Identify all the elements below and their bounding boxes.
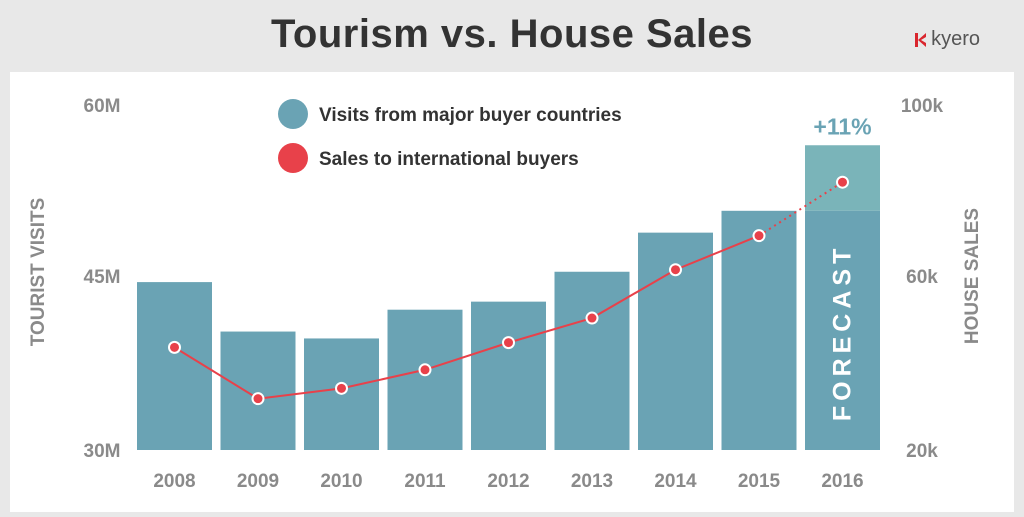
legend-label-visits: Visits from major buyer countries <box>319 105 622 126</box>
x-tick-label-2008: 2008 <box>153 471 195 492</box>
bar-2009 <box>220 331 296 450</box>
left-tick-label-1: 45M <box>84 267 121 288</box>
sales-point-2016 <box>836 175 849 189</box>
sales-point-2015 <box>752 229 766 243</box>
forecast-change-label: +11% <box>813 113 871 139</box>
legend-label-sales: Sales to international buyers <box>319 149 579 170</box>
bar-2015 <box>721 210 797 450</box>
sales-point-2012 <box>502 336 515 350</box>
forecast-label: FORECAST <box>829 244 857 422</box>
sales-forecast-line <box>758 181 844 237</box>
kyero-logo: kyero <box>915 28 980 51</box>
kyero-logo-icon <box>915 32 927 47</box>
x-tick-label-2014: 2014 <box>654 471 697 492</box>
x-tick-label-2012: 2012 <box>487 471 529 492</box>
x-tick-label-2015: 2015 <box>738 471 781 492</box>
x-tick-label-2009: 2009 <box>237 471 279 492</box>
left-tick-label-2: 60M <box>84 96 121 117</box>
right-tick-label-2: 100k <box>901 96 944 117</box>
right-tick-label-1: 60k <box>906 267 938 288</box>
right-tick-label-0: 20k <box>906 441 938 462</box>
x-tick-label-2011: 2011 <box>404 471 446 492</box>
right-axis-title: HOUSE SALES <box>962 208 983 344</box>
bar-2008 <box>137 282 212 450</box>
left-axis-title: TOURIST VISITS <box>28 198 49 347</box>
chart: 2008 2009 2010 2011 2012 2013 2014 2015 +11% FORE… <box>28 96 983 492</box>
bar-2013 <box>554 271 630 450</box>
x-tick-label-2010: 2010 <box>320 471 362 492</box>
sales-line <box>173 234 760 400</box>
legend-marker-visits <box>278 99 308 129</box>
sales-point-2010 <box>335 381 348 395</box>
chart-panel: 2008 2009 2010 2011 2012 2013 2014 2015 +11% FORE… <box>10 72 1014 512</box>
x-tick-label-2013: 2013 <box>571 471 613 492</box>
x-tick-label-2016: 2016 <box>821 471 863 492</box>
sales-point-2011 <box>418 363 432 377</box>
sales-point-2009 <box>251 392 265 406</box>
legend-marker-sales <box>278 143 308 173</box>
chart-title: Tourism vs. House Sales <box>270 12 754 56</box>
bar-2012 <box>471 301 546 450</box>
sales-point-2008 <box>168 340 181 354</box>
bar-2011 <box>387 309 463 450</box>
logo-text: kyero <box>931 28 980 50</box>
header: Tourism vs. House Sales kyero <box>0 0 1024 72</box>
sales-point-2014 <box>669 263 682 277</box>
forecast-bar <box>805 210 880 450</box>
left-tick-label-0: 30M <box>84 441 121 462</box>
sales-point-2013 <box>585 311 599 325</box>
